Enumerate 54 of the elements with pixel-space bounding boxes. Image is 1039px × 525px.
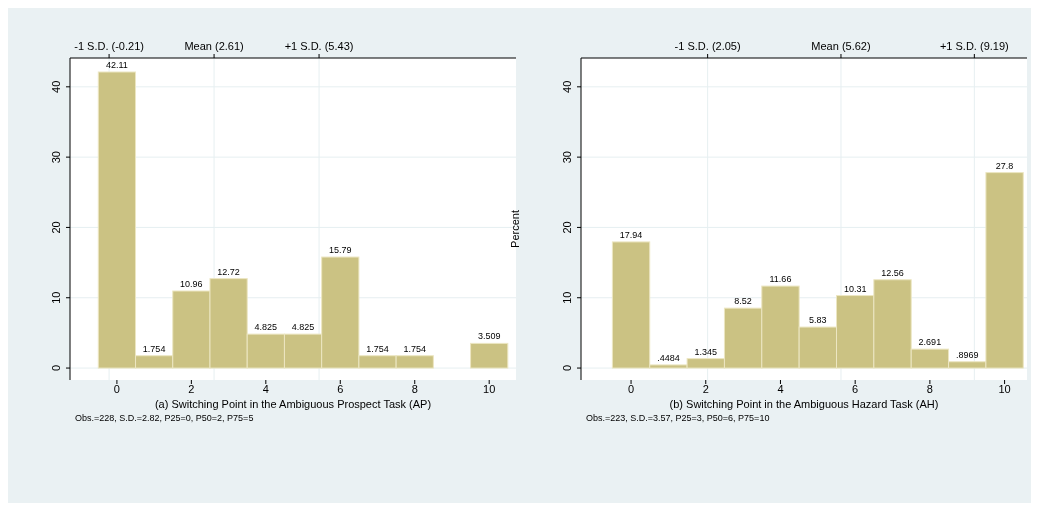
data-label: .4484 xyxy=(657,352,680,363)
y-tick-label: 0 xyxy=(561,364,573,372)
y-tick-label: 20 xyxy=(561,221,573,234)
data-label: 42.11 xyxy=(105,59,128,70)
x-tick-label: 2 xyxy=(702,383,709,395)
x-axis-title: (b) Switching Point in the Ambiguous Hazard Task (AH) xyxy=(669,398,939,410)
data-label: 10.31 xyxy=(843,283,867,294)
data-label: 12.56 xyxy=(881,267,904,278)
x-tick-label: 10 xyxy=(998,383,1011,395)
x-tick-label: 6 xyxy=(337,383,344,395)
data-label: 10.96 xyxy=(180,278,203,289)
x-tick-label: 2 xyxy=(188,383,195,395)
x-axis-title: (a) Switching Point in the Ambiguous Prospect Task (AP) xyxy=(154,398,432,410)
ref-line-label: Mean (2.61) xyxy=(184,40,244,52)
data-label: 12.72 xyxy=(217,266,240,277)
x-tick-label: 4 xyxy=(777,383,784,395)
y-tick-label: 10 xyxy=(561,291,573,304)
data-label: 3.509 xyxy=(477,331,501,342)
y-axis-title: Percent xyxy=(509,210,521,248)
data-label: 27.8 xyxy=(995,160,1014,171)
ref-line-label: +1 S.D. (5.43) xyxy=(284,40,354,52)
data-label: 4.825 xyxy=(254,322,278,333)
ref-line-label: +1 S.D. (9.19) xyxy=(939,40,1009,52)
data-label: 1.754 xyxy=(366,343,389,354)
ref-line-label: -1 S.D. (2.05) xyxy=(674,40,741,52)
data-label: 4.825 xyxy=(291,322,315,333)
x-tick-label: 0 xyxy=(113,383,120,395)
data-label: 11.66 xyxy=(769,274,792,285)
y-tick-label: 20 xyxy=(50,221,62,234)
data-label: 1.345 xyxy=(694,346,718,357)
y-tick-label: 30 xyxy=(561,151,573,164)
x-tick-label: 8 xyxy=(411,383,418,395)
x-tick-label: 8 xyxy=(926,383,933,395)
data-label: 1.754 xyxy=(142,343,166,354)
x-tick-label: 0 xyxy=(627,383,635,395)
x-tick-label: 4 xyxy=(262,383,269,395)
data-label: 2.691 xyxy=(918,337,942,348)
y-tick-label: 40 xyxy=(561,80,573,93)
x-tick-label: 10 xyxy=(483,383,496,395)
text: Obs.=223, S.D.=3.57, P25=3, P50=6, P75=10 xyxy=(586,413,770,423)
data-label: 17.94 xyxy=(619,229,643,240)
ref-line-label: Mean (5.62) xyxy=(811,40,871,52)
y-tick-label: 40 xyxy=(50,80,62,93)
y-tick-label: 10 xyxy=(50,291,62,304)
data-label: 15.79 xyxy=(329,245,352,256)
data-label: .8969 xyxy=(955,349,979,360)
y-tick-label: 30 xyxy=(50,151,62,164)
data-label: 8.52 xyxy=(734,296,752,307)
data-label: 5.83 xyxy=(809,315,827,326)
x-tick-label: 6 xyxy=(852,383,859,395)
y-tick-label: 0 xyxy=(50,364,62,372)
ref-line-label: -1 S.D. (-0.21) xyxy=(74,40,144,52)
data-label: 1.754 xyxy=(403,343,426,354)
text: Obs.=228, S.D.=2.82, P25=0, P50=2, P75=5 xyxy=(75,413,254,423)
